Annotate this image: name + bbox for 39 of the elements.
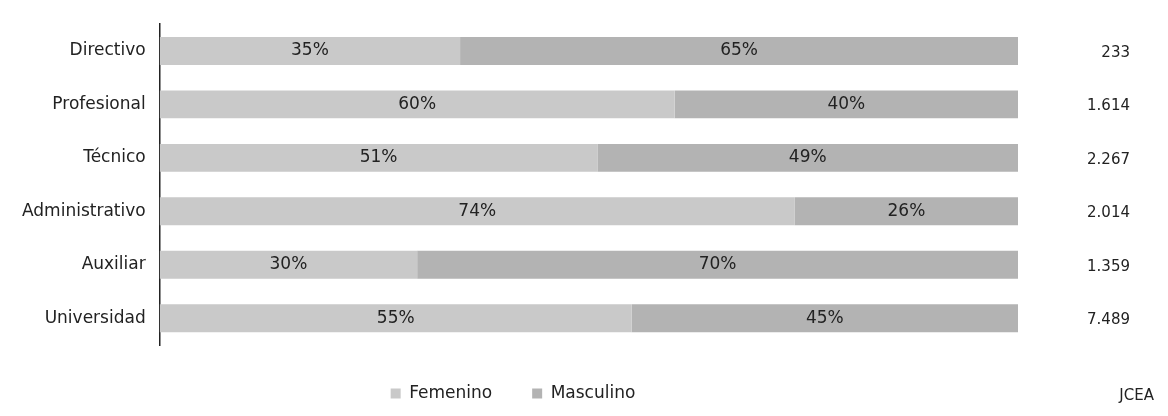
bar: [794, 197, 1018, 226]
bar: [674, 90, 1018, 119]
y-tick-label: Técnico: [82, 146, 146, 167]
bar: [159, 250, 418, 279]
bar: [159, 304, 632, 333]
text: 1.614: [1087, 96, 1130, 115]
bar: [159, 36, 461, 65]
y-tick-label: Directivo: [69, 39, 146, 60]
text: 233: [1101, 42, 1130, 61]
text: 1.359: [1087, 256, 1130, 275]
y-tick-label: Profesional: [52, 92, 146, 113]
data-label: 74%: [458, 199, 497, 220]
bar: [417, 250, 1018, 279]
data-label: 40%: [827, 92, 866, 113]
data-label: 30%: [269, 253, 308, 274]
y-tick-label: Administrativo: [21, 199, 146, 220]
bar: [159, 90, 675, 119]
text: 7.489: [1087, 310, 1130, 329]
bar: [597, 143, 1018, 172]
bar: [159, 143, 598, 172]
legend-label: Femenino: [409, 381, 493, 402]
data-label: 70%: [698, 253, 737, 274]
y-tick-label: Auxiliar: [81, 253, 146, 274]
bar: [631, 304, 1018, 333]
data-label: 45%: [805, 306, 844, 327]
legend-label: Masculino: [550, 381, 636, 402]
data-label: 60%: [398, 92, 437, 113]
text: 2.014: [1087, 203, 1130, 222]
text: JCEA: [1118, 385, 1155, 404]
y-tick-label: Universidad: [44, 306, 146, 327]
data-label: 49%: [788, 146, 827, 167]
data-label: 35%: [290, 39, 329, 60]
bar: [460, 36, 1018, 65]
data-label: 65%: [720, 39, 758, 60]
data-label: 26%: [887, 199, 926, 220]
data-label: 55%: [376, 306, 415, 327]
text: 2.267: [1087, 149, 1130, 168]
data-label: 51%: [359, 146, 398, 167]
bar: [159, 197, 795, 226]
